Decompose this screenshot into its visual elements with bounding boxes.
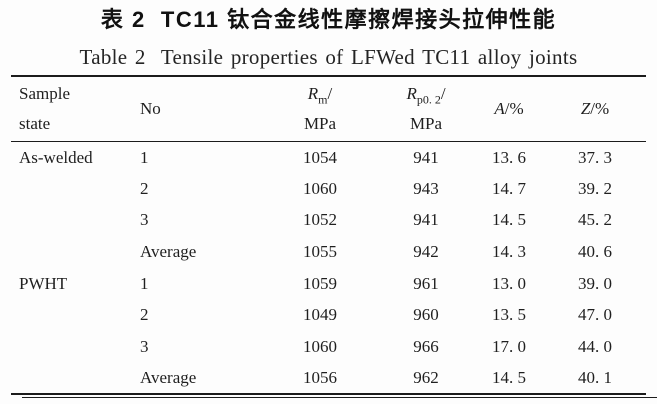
cell-no: Average bbox=[140, 367, 197, 387]
cell-sample-state bbox=[11, 363, 136, 395]
cell-a: 13. 6 bbox=[492, 147, 526, 167]
cell-sample-state bbox=[11, 205, 136, 237]
cell-no: 3 bbox=[140, 210, 149, 230]
header-no: No bbox=[136, 76, 262, 142]
rp02-unit: MPa bbox=[409, 114, 443, 133]
cell-rm: 1056 bbox=[303, 367, 337, 387]
cell-sample-state: PWHT bbox=[19, 273, 68, 293]
cell-rp02: 961 bbox=[413, 273, 439, 293]
table-row: 3 1052 941 14. 5 45. 2 bbox=[11, 205, 646, 237]
cell-z: 39. 2 bbox=[578, 178, 612, 198]
cell-a: 14. 5 bbox=[492, 367, 526, 387]
table-container: Sample state No Rm/ MPa bbox=[11, 75, 657, 399]
cell-rm: 1055 bbox=[303, 242, 337, 262]
table-body: As-welded 1 1054 941 13. 6 37. 3 2 1060 … bbox=[11, 142, 646, 395]
cell-rp02: 962 bbox=[413, 367, 439, 387]
cell-no: 1 bbox=[140, 147, 149, 167]
bottom-rule bbox=[22, 397, 657, 399]
cell-rm: 1059 bbox=[303, 273, 337, 293]
cell-rm: 1060 bbox=[303, 336, 337, 356]
cell-sample-state: As-welded bbox=[19, 147, 93, 167]
cell-rp02: 941 bbox=[413, 210, 439, 230]
header-reduction: Z/% bbox=[544, 76, 646, 142]
cell-rp02: 943 bbox=[413, 178, 439, 198]
cell-z: 44. 0 bbox=[578, 336, 612, 356]
cell-rm: 1054 bbox=[303, 147, 337, 167]
cell-sample-state bbox=[11, 331, 136, 363]
table-row: Average 1055 942 14. 3 40. 6 bbox=[11, 236, 646, 268]
header-rm-mpa: Rm/ MPa bbox=[262, 76, 378, 142]
rm-unit: MPa bbox=[303, 114, 337, 133]
table-row: 3 1060 966 17. 0 44. 0 bbox=[11, 331, 646, 363]
cell-z: 40. 1 bbox=[578, 367, 612, 387]
cell-no: Average bbox=[140, 242, 197, 262]
cell-rp02: 960 bbox=[413, 305, 439, 325]
cell-a: 14. 3 bbox=[492, 242, 526, 262]
rp02-symbol: R bbox=[406, 84, 417, 103]
table-header: Sample state No Rm/ MPa bbox=[11, 76, 646, 142]
table-title-chinese: 表 2 TC11 钛合金线性摩擦焊接头拉伸性能 bbox=[100, 7, 557, 32]
header-elongation: A/% bbox=[474, 76, 544, 142]
cell-z: 47. 0 bbox=[578, 305, 612, 325]
table-title-english: Table 2 Tensile properties of LFWed TC11… bbox=[79, 45, 578, 69]
z-symbol: Z bbox=[580, 99, 591, 118]
cell-rm: 1060 bbox=[303, 178, 337, 198]
cell-no: 1 bbox=[140, 273, 149, 293]
rp02-subscript: p0. 2 bbox=[416, 92, 441, 107]
cell-no: 2 bbox=[140, 305, 149, 325]
header-rp02-mpa: Rp0. 2/ MPa bbox=[378, 76, 474, 142]
cell-no: 2 bbox=[140, 178, 149, 198]
header-sample-state: Sample state bbox=[11, 76, 136, 142]
rm-symbol: R bbox=[307, 84, 319, 103]
header-sample-line1: Sample bbox=[19, 84, 70, 103]
cell-a: 17. 0 bbox=[492, 336, 526, 356]
tensile-properties-table: Sample state No Rm/ MPa bbox=[11, 75, 646, 396]
cell-a: 13. 0 bbox=[492, 273, 526, 293]
rm-subscript: m bbox=[318, 92, 328, 107]
cell-rp02: 966 bbox=[413, 336, 439, 356]
cell-rm: 1052 bbox=[303, 210, 337, 230]
header-sample-line2: state bbox=[19, 114, 51, 133]
cell-z: 45. 2 bbox=[578, 210, 612, 230]
cell-z: 37. 3 bbox=[578, 147, 612, 167]
cell-a: 13. 5 bbox=[492, 305, 526, 325]
cell-sample-state bbox=[11, 299, 136, 331]
table-row: 2 1060 943 14. 7 39. 2 bbox=[11, 173, 646, 205]
cell-no: 3 bbox=[140, 336, 149, 356]
cell-z: 39. 0 bbox=[578, 273, 612, 293]
cell-rp02: 941 bbox=[413, 147, 439, 167]
cell-sample-state bbox=[11, 236, 136, 268]
header-row: Sample state No Rm/ MPa bbox=[11, 76, 646, 142]
cell-z: 40. 6 bbox=[578, 242, 612, 262]
cell-rm: 1049 bbox=[303, 305, 337, 325]
table-row: 2 1049 960 13. 5 47. 0 bbox=[11, 299, 646, 331]
a-symbol: A bbox=[494, 99, 505, 118]
cell-a: 14. 7 bbox=[492, 178, 526, 198]
cell-sample-state bbox=[11, 173, 136, 205]
table-row: PWHT 1 1059 961 13. 0 39. 0 bbox=[11, 268, 646, 300]
cell-a: 14. 5 bbox=[492, 210, 526, 230]
table-row: As-welded 1 1054 941 13. 6 37. 3 bbox=[11, 142, 646, 174]
cell-rp02: 942 bbox=[413, 242, 439, 262]
table-row: Average 1056 962 14. 5 40. 1 bbox=[11, 363, 646, 395]
